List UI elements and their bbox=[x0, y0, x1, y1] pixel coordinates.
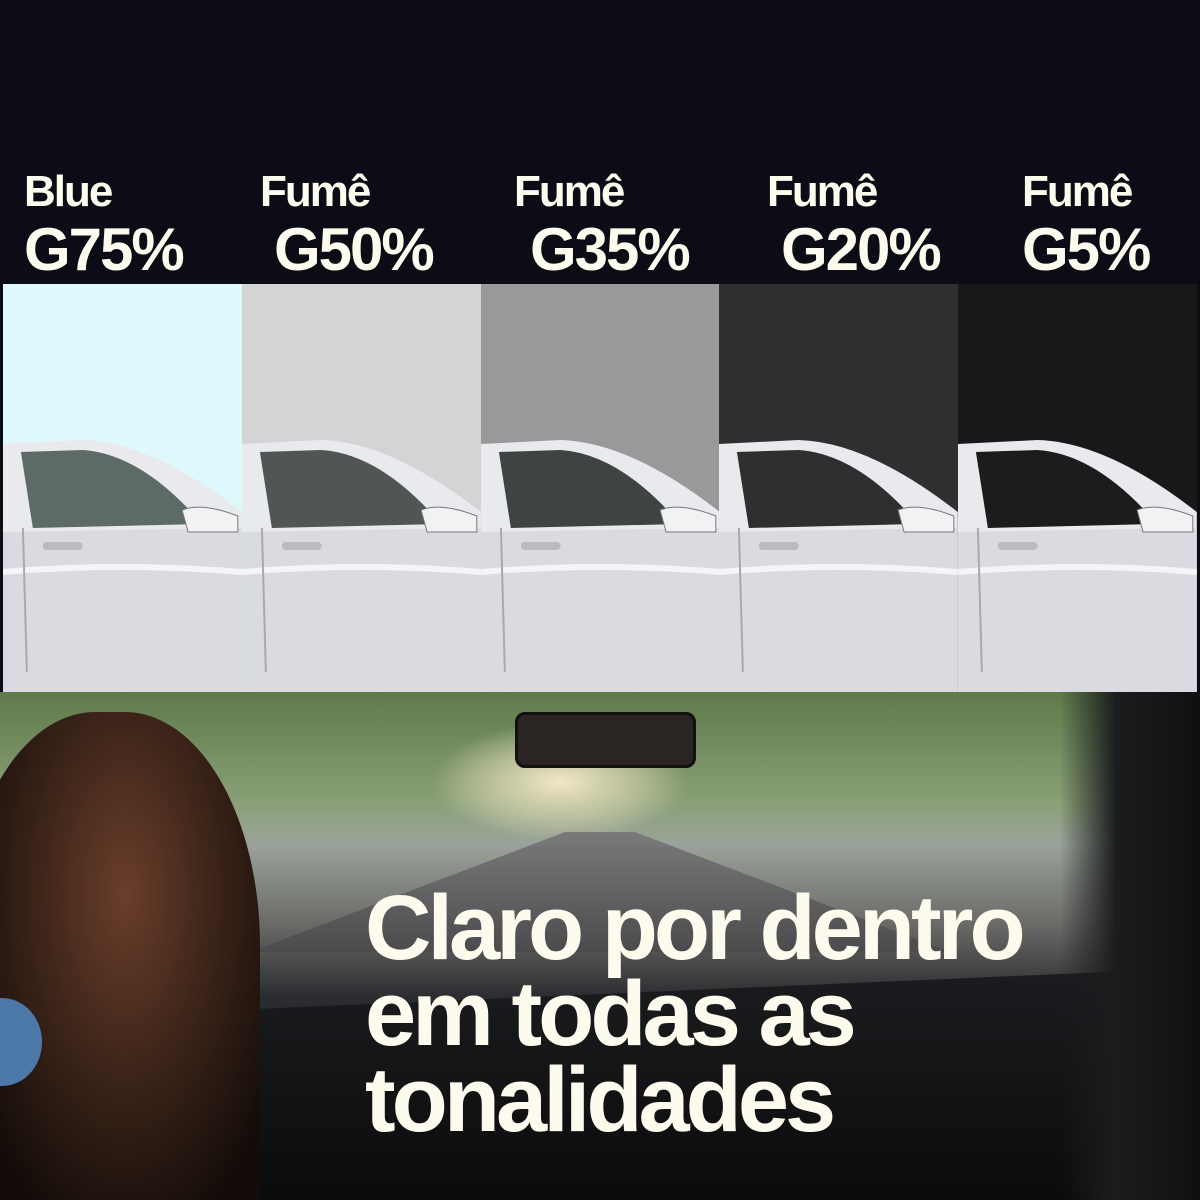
tint-panel bbox=[241, 284, 481, 692]
headline-line-3: tonalidades bbox=[365, 1049, 836, 1151]
shade-label-fume-g5: Fumê G5% bbox=[1022, 167, 1151, 283]
shade-label-fume-g50: Fumê G50% bbox=[260, 167, 435, 283]
driver bbox=[0, 712, 260, 1200]
shade-name: Fumê bbox=[260, 167, 371, 216]
headline-line-1: Claro por dentro bbox=[365, 877, 1026, 979]
shade-value: G35% bbox=[530, 216, 691, 283]
headline-line-2: em todas as bbox=[365, 963, 857, 1065]
shade-label-blue-g75: Blue G75% bbox=[24, 167, 185, 283]
shade-name: Fumê bbox=[767, 167, 878, 216]
shade-value: G75% bbox=[24, 216, 185, 283]
car-door-illustration bbox=[719, 440, 959, 692]
car-door-illustration bbox=[241, 440, 481, 692]
shade-value: G20% bbox=[781, 216, 942, 283]
rearview-mirror bbox=[515, 712, 696, 768]
headline: Claro por dentro em todas as tonalidades bbox=[365, 877, 1026, 1151]
car-door-illustration bbox=[480, 440, 720, 692]
tint-panel bbox=[719, 284, 959, 692]
shade-label-fume-g20: Fumê G20% bbox=[767, 167, 942, 283]
tint-panel bbox=[3, 284, 242, 692]
shade-value: G50% bbox=[274, 216, 435, 283]
shade-name: Blue bbox=[24, 167, 113, 216]
tint-panel bbox=[958, 284, 1197, 692]
car-door-illustration bbox=[3, 440, 242, 692]
car-door-illustration bbox=[958, 440, 1197, 692]
shade-label-fume-g35: Fumê G35% bbox=[514, 167, 691, 283]
tint-comparison-panels bbox=[3, 284, 1197, 692]
shade-name: Fumê bbox=[514, 167, 625, 216]
tint-panel bbox=[480, 284, 720, 692]
shade-value: G5% bbox=[1022, 216, 1151, 283]
shade-name: Fumê bbox=[1022, 167, 1133, 216]
door-pillar bbox=[1060, 692, 1200, 1200]
car-interior-photo bbox=[0, 692, 1200, 1200]
